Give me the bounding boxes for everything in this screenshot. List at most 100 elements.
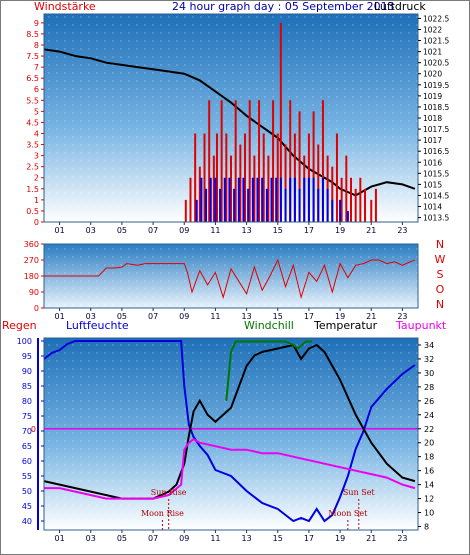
astro-label: Sun Rise <box>151 488 187 497</box>
left-tick-label: 180 <box>24 272 39 281</box>
legend-luftfeuchte: Luftfeuchte <box>66 319 129 332</box>
right-tick-label: 1015 <box>423 180 442 189</box>
right-tick-label: 1016 <box>423 158 442 167</box>
right-tick-label: 32 <box>424 355 434 364</box>
right-tick-label: 8 <box>424 523 429 532</box>
right-tick-label: 1019 <box>423 92 442 101</box>
right-tick-label: 1022.5 <box>423 14 449 23</box>
right-tick-label: 1013.5 <box>423 214 449 223</box>
x-tick-label: 13 <box>241 226 251 235</box>
right-tick-label: 1021 <box>423 48 442 57</box>
left-tick-label: 55 <box>22 472 32 481</box>
compass-label: N <box>436 298 444 311</box>
x-tick-label: 23 <box>397 226 407 235</box>
x-tick-label: 17 <box>304 312 314 321</box>
right-tick-label: 1020.5 <box>423 59 449 68</box>
x-tick-label: 19 <box>335 534 345 543</box>
left-tick-label: 65 <box>22 442 32 451</box>
left-tick-label: 60 <box>22 457 32 466</box>
x-tick-label: 09 <box>179 534 189 543</box>
x-tick-label: 07 <box>148 312 158 321</box>
left-tick-label: 80 <box>22 397 32 406</box>
x-tick-label: 09 <box>179 312 189 321</box>
right-tick-label: 1021.5 <box>423 37 449 46</box>
x-tick-label: 17 <box>304 226 314 235</box>
left-tick-label: 7 <box>34 63 39 72</box>
left-tick-label: 50 <box>22 487 32 496</box>
x-tick-label: 13 <box>241 534 251 543</box>
regen-zero-label: 0 <box>31 425 36 434</box>
x-tick-label: 11 <box>210 534 220 543</box>
left-tick-label: 40 <box>22 517 32 526</box>
right-tick-label: 1014 <box>423 203 442 212</box>
x-tick-label: 07 <box>148 534 158 543</box>
x-tick-label: 15 <box>273 312 283 321</box>
left-tick-label: 360 <box>24 240 39 249</box>
left-tick-label: 5.5 <box>26 96 39 105</box>
right-tick-label: 20 <box>424 439 434 448</box>
right-tick-label: 1017.5 <box>423 125 449 134</box>
left-tick-label: 45 <box>22 502 32 511</box>
series-line-taupunkt <box>44 438 416 500</box>
right-tick-label: 1019.5 <box>423 81 449 90</box>
x-tick-label: 03 <box>86 312 96 321</box>
legend-regen: Regen <box>2 319 37 332</box>
compass-label: N <box>436 238 444 251</box>
x-tick-label: 07 <box>148 226 158 235</box>
x-tick-label: 05 <box>117 226 127 235</box>
series-line-windchill <box>225 340 312 401</box>
left-tick-label: 6 <box>34 85 39 94</box>
right-tick-label: 34 <box>424 341 434 350</box>
right-tick-label: 1018.5 <box>423 103 449 112</box>
pressure-line <box>43 48 416 197</box>
right-tick-label: 26 <box>424 397 434 406</box>
right-tick-label: 24 <box>424 411 434 420</box>
left-tick-label: 6.5 <box>26 74 39 83</box>
left-tick-label: 4.5 <box>26 118 39 127</box>
right-tick-label: 1020 <box>423 70 442 79</box>
right-tick-label: 22 <box>424 425 434 434</box>
right-tick-label: 14 <box>424 481 434 490</box>
right-tick-label: 1016.5 <box>423 147 449 156</box>
left-tick-label: 85 <box>22 382 32 391</box>
right-tick-label: 18 <box>424 453 434 462</box>
astro-label: Moon Set <box>328 509 368 518</box>
left-tick-label: 75 <box>22 412 32 421</box>
legend-temperatur: Temperatur <box>314 319 378 332</box>
x-tick-label: 21 <box>366 226 376 235</box>
x-tick-label: 15 <box>273 534 283 543</box>
left-tick-label: 7.5 <box>26 52 39 61</box>
series-line-luftfeuchte <box>43 340 416 523</box>
left-tick-label: 1 <box>34 196 39 205</box>
x-tick-label: 15 <box>273 226 283 235</box>
x-tick-label: 01 <box>54 534 64 543</box>
x-tick-label: 19 <box>335 226 345 235</box>
left-tick-label: 4 <box>34 129 39 138</box>
right-tick-label: 1014.5 <box>423 191 449 200</box>
x-tick-label: 23 <box>397 312 407 321</box>
left-tick-label: 5 <box>34 107 39 116</box>
left-tick-label: 1.5 <box>26 185 39 194</box>
astro-label: Sun Set <box>343 488 376 497</box>
left-tick-label: 2.5 <box>26 163 39 172</box>
left-tick-label: 0 <box>34 218 39 227</box>
x-tick-label: 03 <box>86 226 96 235</box>
right-tick-label: 1022 <box>423 25 442 34</box>
pressure-axis-title: Luftdruck <box>374 0 426 13</box>
left-tick-label: 2 <box>34 174 39 183</box>
x-tick-label: 23 <box>397 534 407 543</box>
left-tick-label: 8 <box>34 41 39 50</box>
x-tick-label: 01 <box>54 226 64 235</box>
x-tick-label: 03 <box>86 534 96 543</box>
right-tick-label: 30 <box>424 369 434 378</box>
left-tick-label: 8.5 <box>26 30 39 39</box>
x-tick-label: 05 <box>117 534 127 543</box>
left-tick-label: 9 <box>34 19 39 28</box>
x-tick-label: 21 <box>366 534 376 543</box>
wind-axis-title: Windstärke <box>34 0 96 13</box>
left-tick-label: 3.5 <box>26 141 39 150</box>
compass-label: W <box>435 253 446 266</box>
left-tick-label: 70 <box>22 427 32 436</box>
